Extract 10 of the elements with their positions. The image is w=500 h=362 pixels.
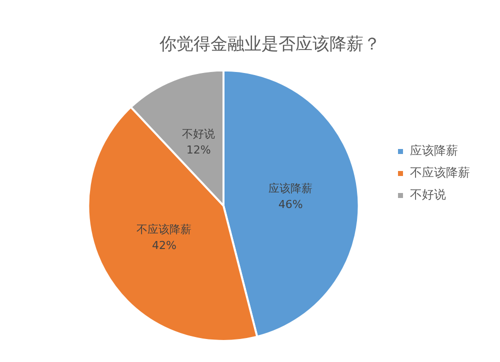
slice-label: 不好说 — [182, 128, 216, 141]
data-label: 12% — [186, 144, 211, 157]
legend-label: 不应该降薪 — [410, 166, 470, 180]
legend-label: 不好说 — [410, 188, 446, 202]
slice-label: 应该降薪 — [268, 182, 313, 196]
data-label: 42% — [152, 239, 176, 252]
slice-label: 不应该降薪 — [136, 223, 192, 236]
data-label: 46% — [278, 198, 303, 212]
legend-label: 应该降薪 — [410, 144, 458, 158]
chart-title: 你觉得金融业是否应该降薪？ — [158, 34, 380, 55]
